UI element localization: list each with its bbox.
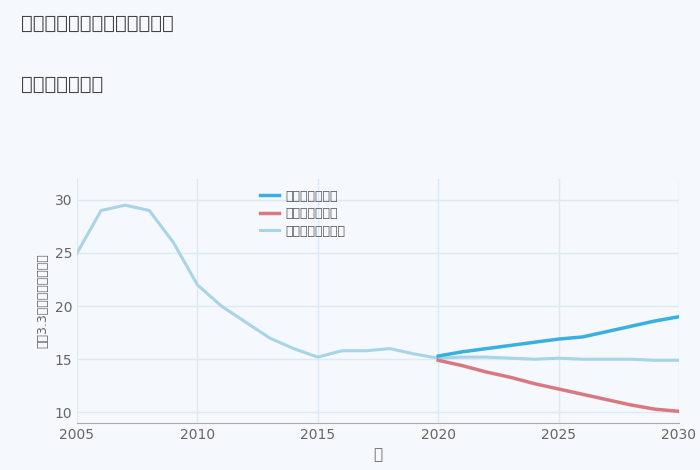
X-axis label: 年: 年: [373, 447, 383, 462]
Text: 土地の価格推移: 土地の価格推移: [21, 75, 104, 94]
Text: 三重県員弁郡東員町笹尾西の: 三重県員弁郡東員町笹尾西の: [21, 14, 174, 33]
Y-axis label: 平（3.3㎡）単価（万円）: 平（3.3㎡）単価（万円）: [36, 253, 49, 348]
Legend: グッドシナリオ, バッドシナリオ, ノーマルシナリオ: グッドシナリオ, バッドシナリオ, ノーマルシナリオ: [258, 187, 348, 240]
